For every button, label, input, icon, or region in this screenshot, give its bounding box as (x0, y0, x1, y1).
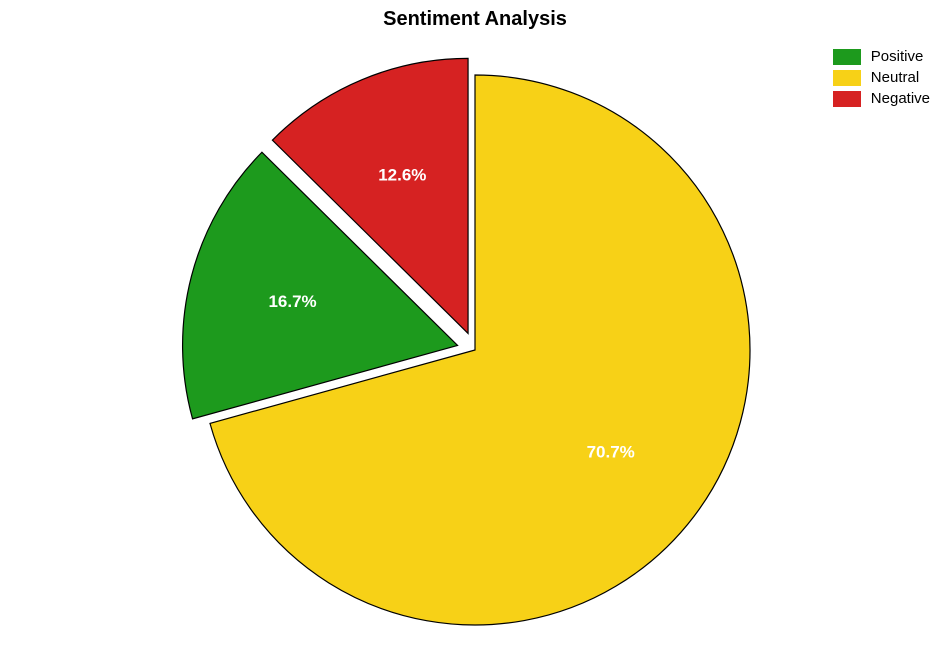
legend-label-positive: Positive (871, 48, 924, 65)
legend-item-negative: Negative (833, 90, 930, 107)
legend-item-neutral: Neutral (833, 69, 930, 86)
legend-swatch-positive (833, 49, 861, 65)
legend: Positive Neutral Negative (833, 48, 930, 111)
legend-label-neutral: Neutral (871, 69, 919, 86)
legend-label-negative: Negative (871, 90, 930, 107)
chart-title: Sentiment Analysis (0, 8, 950, 31)
sentiment-pie-chart: Sentiment Analysis 70.7% 16.7% 12.6% Posit… (0, 0, 950, 662)
legend-swatch-negative (833, 91, 861, 107)
legend-swatch-neutral (833, 70, 861, 86)
legend-item-positive: Positive (833, 48, 930, 65)
pie-label-neutral: 70.7% (587, 443, 635, 462)
pie-label-negative: 12.6% (378, 166, 426, 185)
pie-svg: 70.7% 16.7% 12.6% (0, 40, 950, 662)
pie-label-positive: 16.7% (268, 292, 316, 311)
